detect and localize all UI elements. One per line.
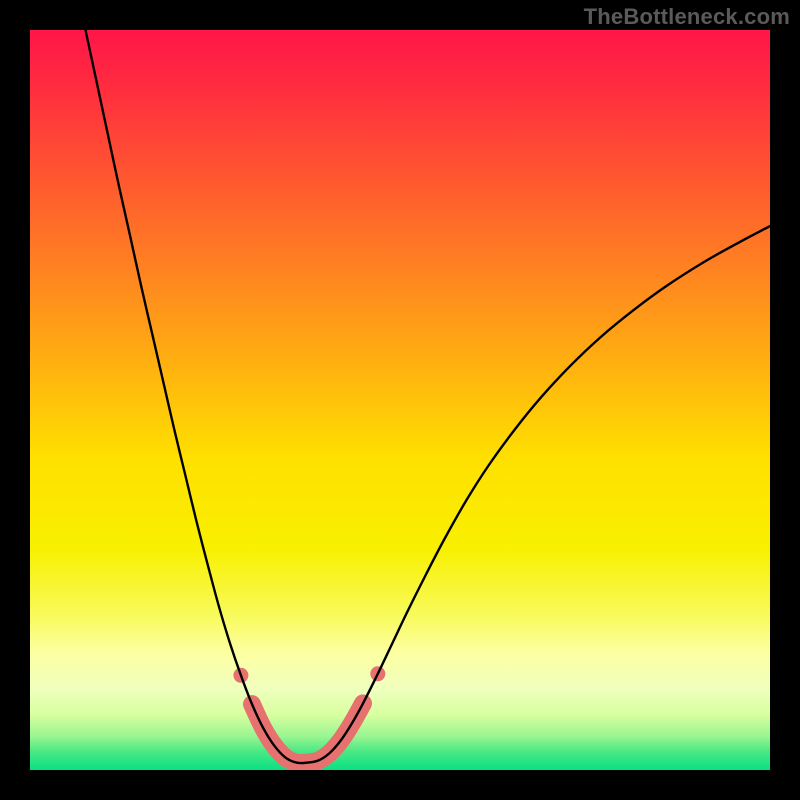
chart-background — [30, 30, 770, 770]
bottleneck-chart — [30, 30, 770, 770]
chart-svg — [30, 30, 770, 770]
watermark-text: TheBottleneck.com — [584, 4, 790, 30]
